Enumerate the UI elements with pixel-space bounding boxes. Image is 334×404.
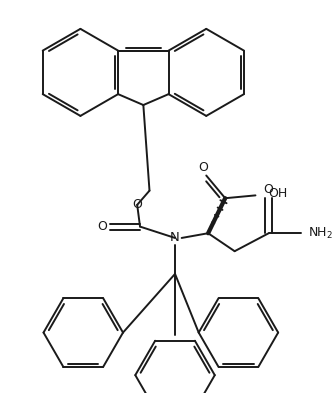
Text: O: O — [97, 220, 107, 233]
Text: O: O — [198, 162, 208, 175]
Text: N: N — [170, 231, 180, 244]
Text: NH$_2$: NH$_2$ — [308, 226, 333, 241]
Text: OH: OH — [269, 187, 288, 200]
Text: O: O — [263, 183, 273, 196]
Text: O: O — [132, 198, 142, 211]
